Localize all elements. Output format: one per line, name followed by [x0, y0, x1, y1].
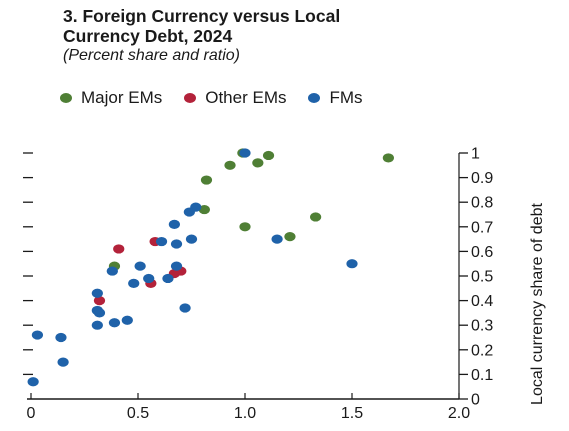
legend-dot-major-icon: [60, 93, 72, 103]
legend-item-other-ems: Other EMs: [184, 88, 286, 108]
data-point-major: [310, 212, 322, 222]
chart-subtitle: (Percent share and ratio): [63, 47, 240, 64]
legend: Major EMs Other EMs FMs: [60, 88, 385, 108]
data-point-major: [200, 175, 213, 185]
y-tick-label: 0.7: [471, 219, 493, 236]
x-axis: 0 0.5 1.0 1.5 2.0: [27, 393, 470, 422]
data-point-other: [93, 296, 106, 306]
data-point-fms: [91, 320, 103, 330]
data-point-major: [224, 160, 236, 170]
data-point-fms: [57, 357, 69, 367]
data-point-fms: [106, 266, 118, 276]
data-point-major: [198, 204, 210, 215]
data-point-other: [113, 244, 125, 254]
data-point-fms: [128, 278, 140, 288]
y-tick-label: 0.5: [471, 269, 493, 286]
x-tick-label: 0.5: [127, 405, 149, 422]
legend-label-major-ems: Major EMs: [81, 88, 163, 107]
y-tick-label: 0.4: [471, 293, 493, 310]
y-axis-left-ticks: [23, 152, 33, 376]
data-point-fms: [143, 273, 155, 284]
data-point-fms: [346, 259, 358, 269]
legend-item-fms: FMs: [308, 88, 363, 108]
chart-title: 3. Foreign Currency versus Local Currenc…: [63, 6, 341, 46]
x-tick-label: 1.0: [234, 405, 256, 422]
y-tick-label: 0.1: [471, 367, 493, 384]
data-point-fms: [55, 332, 67, 343]
title-block: 3. Foreign Currency versus Local Currenc…: [63, 6, 543, 66]
y-axis-right: 0 0.1 0.2 0.3 0.4 0.5 0.6 0.7 0.8 0.9 1: [458, 146, 493, 409]
data-point-fms: [179, 303, 191, 313]
data-point-fms: [121, 315, 133, 325]
legend-item-major-ems: Major EMs: [60, 88, 162, 108]
legend-label-other-ems: Other EMs: [205, 88, 287, 107]
data-point-major: [262, 150, 275, 161]
y-axis-title: Local currency share of debt: [529, 203, 546, 405]
x-tick-label: 1.5: [341, 405, 363, 422]
data-point-fms: [27, 377, 39, 387]
x-tick-label: 2.0: [448, 405, 470, 422]
y-tick-label: 0: [471, 392, 480, 409]
data-point-fms: [183, 207, 195, 217]
y-tick-label: 0.3: [471, 318, 493, 335]
y-tick-label: 1: [471, 146, 480, 163]
data-point-fms: [155, 236, 168, 247]
data-points: [27, 148, 394, 387]
data-point-fms: [168, 219, 180, 229]
data-point-fms: [170, 261, 183, 271]
legend-dot-fms-icon: [308, 93, 321, 103]
data-point-fms: [91, 288, 103, 298]
data-point-fms: [31, 330, 44, 340]
x-tick-label: 0: [27, 405, 36, 422]
data-point-fms: [185, 234, 198, 244]
data-point-fms: [93, 308, 106, 318]
y-tick-label: 0.6: [471, 244, 493, 261]
y-tick-label: 0.8: [471, 195, 493, 212]
data-point-fms: [134, 261, 146, 271]
data-point-fms: [108, 318, 121, 328]
data-point-major: [382, 153, 394, 163]
y-tick-label: 0.9: [471, 170, 493, 187]
data-point-fms: [271, 234, 283, 244]
data-point-major: [239, 222, 251, 232]
data-point-fms: [170, 239, 183, 249]
data-point-fms: [162, 273, 174, 284]
legend-dot-other-icon: [184, 93, 197, 103]
y-tick-label: 0.2: [471, 342, 493, 359]
data-point-major: [252, 158, 264, 168]
legend-label-fms: FMs: [329, 88, 363, 107]
data-point-fms: [239, 148, 251, 158]
data-point-major: [284, 232, 296, 242]
